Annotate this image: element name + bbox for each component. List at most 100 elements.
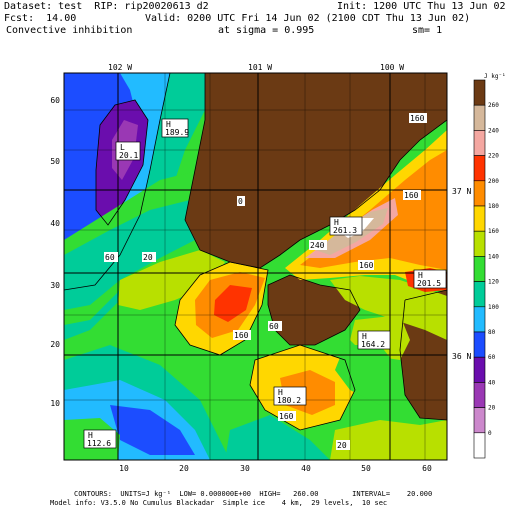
high-marker-201: H 201.5 <box>413 269 447 289</box>
brown-north <box>185 73 447 268</box>
legend-swatch <box>473 205 486 232</box>
contour-label: 60 <box>105 253 115 262</box>
y-axis-ticks: 10 20 30 40 50 60 <box>50 96 60 408</box>
ne-ridge-yellowgreen <box>330 276 447 340</box>
contour-value-labels: 160 160 160 160 0 240 160 60 20 60 20 <box>104 113 427 450</box>
valid-line: Valid: 0200 UTC Fri 14 Jun 02 (2100 CDT … <box>145 13 471 24</box>
contour-label: 0 <box>238 197 243 206</box>
high-marker-261: H 261.3 <box>329 216 363 236</box>
legend-level-label: 240 <box>488 127 499 134</box>
legend-swatch <box>473 104 486 131</box>
contours-info: CONTOURS: UNITS=J kg⁻¹ LOW= 0.000000E+00… <box>74 490 433 498</box>
brown-south-lobe <box>268 275 360 345</box>
y-tick: 30 <box>50 281 60 290</box>
y-tick: 20 <box>50 340 60 349</box>
legend-level-label: 20 <box>488 405 496 412</box>
x-tick: 50 <box>361 464 371 473</box>
x-axis-ticks: 10 20 30 40 50 60 <box>119 464 432 473</box>
legend-level-label: 160 <box>488 228 499 235</box>
lon-label-100w: 100 W <box>380 63 404 72</box>
contour-lines <box>64 73 447 431</box>
x-tick: 10 <box>119 464 129 473</box>
x-tick: 40 <box>301 464 311 473</box>
extrema-markers: H 189.9 L 20.1 H 261.3 H 201.5 H 164.2 H… <box>83 118 447 449</box>
dataset-line: Dataset: test RIP: rip20020613 d2 <box>4 1 209 12</box>
legend-level-label: 0 <box>488 430 492 437</box>
high-symbol: H <box>278 388 283 397</box>
low-marker-20: L 20.1 <box>115 141 141 161</box>
y-tick: 60 <box>50 96 60 105</box>
east-green <box>335 345 405 405</box>
legend-swatch <box>473 306 486 333</box>
legend-swatch <box>473 407 486 434</box>
sc-yellowgreen <box>330 420 447 460</box>
y-tick: 50 <box>50 157 60 166</box>
contour-label: 160 <box>279 412 294 421</box>
contour-label: 160 <box>359 261 374 270</box>
legend-swatch <box>473 356 486 383</box>
y-tick: 10 <box>50 399 60 408</box>
legend-swatch <box>473 230 486 257</box>
high-marker-180: H 180.2 <box>273 386 307 406</box>
high-marker-112: H 112.6 <box>83 429 117 449</box>
contour-label: 160 <box>410 114 425 123</box>
high-marker-189: H 189.9 <box>161 118 189 138</box>
legend-swatch <box>473 180 486 207</box>
low-symbol: L <box>120 143 125 152</box>
contour-label: 160 <box>404 191 419 200</box>
sc-cyan <box>225 415 330 460</box>
legend-level-label: 100 <box>488 304 499 311</box>
sw-navy <box>110 405 195 455</box>
high-value: 189.9 <box>165 128 189 137</box>
cyan-arm <box>64 200 210 310</box>
high-symbol: H <box>166 120 171 129</box>
field-name: Convective inhibition <box>6 25 133 36</box>
legend-level-label: 220 <box>488 153 499 160</box>
lon-label-102w: 102 W <box>108 63 132 72</box>
y-tick: 40 <box>50 219 60 228</box>
legend-units: J kg⁻¹ <box>484 73 506 80</box>
high-symbol: H <box>334 218 339 227</box>
contour-label: 240 <box>310 241 325 250</box>
sm-line: sm= 1 <box>412 25 443 36</box>
high-value: 164.2 <box>361 340 385 349</box>
color-legend: J kg⁻¹ 260240220200180160140120100806040… <box>473 73 506 459</box>
state-lines <box>64 73 447 460</box>
init-line: Init: 1200 UTC Thu 13 Jun 02 <box>337 1 506 12</box>
high-symbol: H <box>88 431 93 440</box>
legend-level-label: 200 <box>488 178 499 185</box>
legend-swatch <box>473 382 486 408</box>
high-symbol: H <box>362 332 367 341</box>
x-tick: 30 <box>240 464 250 473</box>
model-info: Model info: V3.5.0 No Cumulus Blackadar … <box>50 499 388 507</box>
legend-swatch <box>473 432 486 459</box>
legend-level-label: 260 <box>488 102 499 109</box>
high-value: 180.2 <box>277 396 301 405</box>
low-value: 20.1 <box>119 151 138 160</box>
lon-labels: 102 W 101 W 100 W <box>108 63 404 72</box>
high-value: 261.3 <box>333 226 357 235</box>
yellow-arm <box>118 250 225 310</box>
legend-swatch <box>473 155 486 182</box>
legend-swatch <box>473 331 486 358</box>
x-tick: 20 <box>179 464 189 473</box>
high-value: 201.5 <box>417 279 441 288</box>
lat-labels: 37 N 36 N <box>452 187 471 361</box>
high-marker-164: H 164.2 <box>357 330 391 350</box>
legend-level-label: 40 <box>488 379 496 386</box>
shaded-field <box>64 73 447 460</box>
legend-level-label: 180 <box>488 203 499 210</box>
plot-frame <box>63 72 448 461</box>
lat-label-36n: 36 N <box>452 352 471 361</box>
x-tick: 60 <box>422 464 432 473</box>
fcst-line: Fcst: 14.00 <box>4 13 77 24</box>
legend-level-label: 120 <box>488 279 499 286</box>
lat-label-37n: 37 N <box>452 187 471 196</box>
high-symbol: H <box>418 271 423 280</box>
legend-level-label: 140 <box>488 253 499 260</box>
contour-label: 160 <box>234 331 249 340</box>
contour-label: 20 <box>143 253 153 262</box>
central-red <box>214 285 252 322</box>
legend-level-label: 60 <box>488 354 496 361</box>
